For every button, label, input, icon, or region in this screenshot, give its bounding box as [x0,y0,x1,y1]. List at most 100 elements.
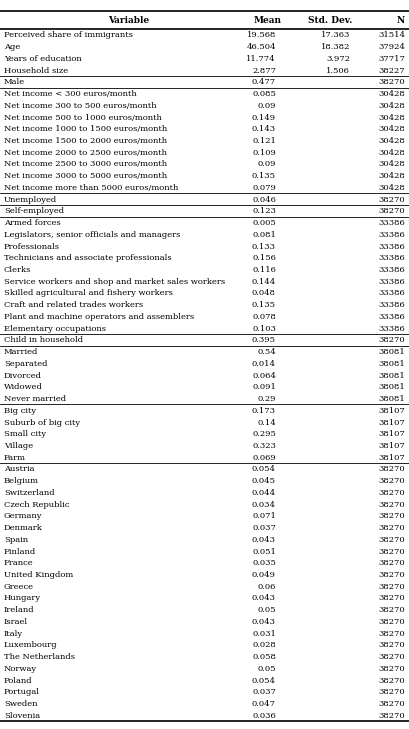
Text: 38270: 38270 [378,207,404,215]
Text: Professionals: Professionals [4,243,60,251]
Text: 0.06: 0.06 [257,582,275,590]
Text: Technicians and associate professionals: Technicians and associate professionals [4,254,171,262]
Text: Net income 300 to 500 euros/month: Net income 300 to 500 euros/month [4,102,156,110]
Text: 30428: 30428 [378,102,404,110]
Text: 38081: 38081 [378,348,404,356]
Text: Mean: Mean [254,15,281,25]
Text: N: N [396,15,404,25]
Text: 38227: 38227 [378,66,404,74]
Text: Net income 2500 to 3000 euros/month: Net income 2500 to 3000 euros/month [4,160,167,168]
Text: 0.135: 0.135 [252,301,275,309]
Text: 38270: 38270 [378,594,404,602]
Text: The Netherlands: The Netherlands [4,653,75,661]
Text: 38270: 38270 [378,524,404,532]
Text: Craft and related trades workers: Craft and related trades workers [4,301,143,309]
Text: Divorced: Divorced [4,372,42,380]
Text: Net income 1500 to 2000 euros/month: Net income 1500 to 2000 euros/month [4,137,167,145]
Text: 0.043: 0.043 [252,618,275,626]
Text: 38107: 38107 [378,407,404,415]
Text: 30428: 30428 [378,125,404,133]
Text: 33386: 33386 [378,324,404,332]
Text: 38270: 38270 [378,688,404,696]
Text: 30428: 30428 [378,184,404,192]
Text: 0.103: 0.103 [252,324,275,332]
Text: 38081: 38081 [378,360,404,368]
Text: Slovenia: Slovenia [4,712,40,720]
Text: Perceived share of immigrants: Perceived share of immigrants [4,31,133,39]
Text: 0.149: 0.149 [251,114,275,122]
Text: 0.144: 0.144 [251,278,275,286]
Text: 38107: 38107 [378,453,404,461]
Text: Belgium: Belgium [4,477,39,485]
Text: 38107: 38107 [378,430,404,438]
Text: Austria: Austria [4,465,34,473]
Text: 0.295: 0.295 [252,430,275,438]
Text: 0.135: 0.135 [252,172,275,180]
Text: Finland: Finland [4,547,36,555]
Text: 46.504: 46.504 [246,43,275,51]
Text: 0.048: 0.048 [252,289,275,297]
Text: 0.047: 0.047 [252,700,275,708]
Text: Clerks: Clerks [4,266,31,274]
Text: Net income more than 5000 euros/month: Net income more than 5000 euros/month [4,184,178,192]
Text: Net income 2000 to 2500 euros/month: Net income 2000 to 2500 euros/month [4,149,166,157]
Text: 37924: 37924 [377,43,404,51]
Text: 0.028: 0.028 [252,642,275,650]
Text: 0.014: 0.014 [252,360,275,368]
Text: Czech Republic: Czech Republic [4,501,70,509]
Text: 38270: 38270 [378,712,404,720]
Text: 30428: 30428 [378,149,404,157]
Text: 38270: 38270 [378,547,404,555]
Text: 0.078: 0.078 [252,313,275,321]
Text: 0.323: 0.323 [252,442,275,450]
Text: Italy: Italy [4,630,23,638]
Text: 0.477: 0.477 [251,78,275,86]
Text: 0.54: 0.54 [256,348,275,356]
Text: 38107: 38107 [378,418,404,426]
Text: 38270: 38270 [378,665,404,673]
Text: 0.091: 0.091 [252,383,275,391]
Text: Suburb of big city: Suburb of big city [4,418,80,426]
Text: Never married: Never married [4,395,66,403]
Text: 0.081: 0.081 [252,231,275,239]
Text: Plant and machine operators and assemblers: Plant and machine operators and assemble… [4,313,193,321]
Text: 0.09: 0.09 [257,102,275,110]
Text: 19.568: 19.568 [246,31,275,39]
Text: 0.156: 0.156 [252,254,275,262]
Text: 0.05: 0.05 [257,665,275,673]
Text: 0.054: 0.054 [252,465,275,473]
Text: 17.363: 17.363 [320,31,349,39]
Text: 38270: 38270 [378,571,404,579]
Text: 0.037: 0.037 [252,524,275,532]
Text: Variable: Variable [108,15,149,25]
Text: 0.064: 0.064 [252,372,275,380]
Text: Net income 500 to 1000 euros/month: Net income 500 to 1000 euros/month [4,114,162,122]
Text: Child in household: Child in household [4,336,83,344]
Text: 38270: 38270 [378,700,404,708]
Text: 33386: 33386 [378,266,404,274]
Text: Unemployed: Unemployed [4,195,57,203]
Text: 0.09: 0.09 [257,160,275,168]
Text: 38270: 38270 [378,501,404,509]
Text: Net income < 300 euros/month: Net income < 300 euros/month [4,90,137,98]
Text: 0.046: 0.046 [252,195,275,203]
Text: 18.382: 18.382 [320,43,349,51]
Text: 0.079: 0.079 [252,184,275,192]
Text: 0.109: 0.109 [252,149,275,157]
Text: 0.069: 0.069 [252,453,275,461]
Text: 38270: 38270 [378,512,404,521]
Text: Net income 1000 to 1500 euros/month: Net income 1000 to 1500 euros/month [4,125,167,133]
Text: 0.043: 0.043 [252,594,275,602]
Text: 0.116: 0.116 [252,266,275,274]
Text: 0.043: 0.043 [252,536,275,544]
Text: 38270: 38270 [378,477,404,485]
Text: Village: Village [4,442,33,450]
Text: Israel: Israel [4,618,28,626]
Text: 38107: 38107 [378,442,404,450]
Text: Armed forces: Armed forces [4,219,61,227]
Text: 0.121: 0.121 [252,137,275,145]
Text: Big city: Big city [4,407,36,415]
Text: 0.395: 0.395 [252,336,275,344]
Text: 37717: 37717 [377,55,404,63]
Text: 11.774: 11.774 [246,55,275,63]
